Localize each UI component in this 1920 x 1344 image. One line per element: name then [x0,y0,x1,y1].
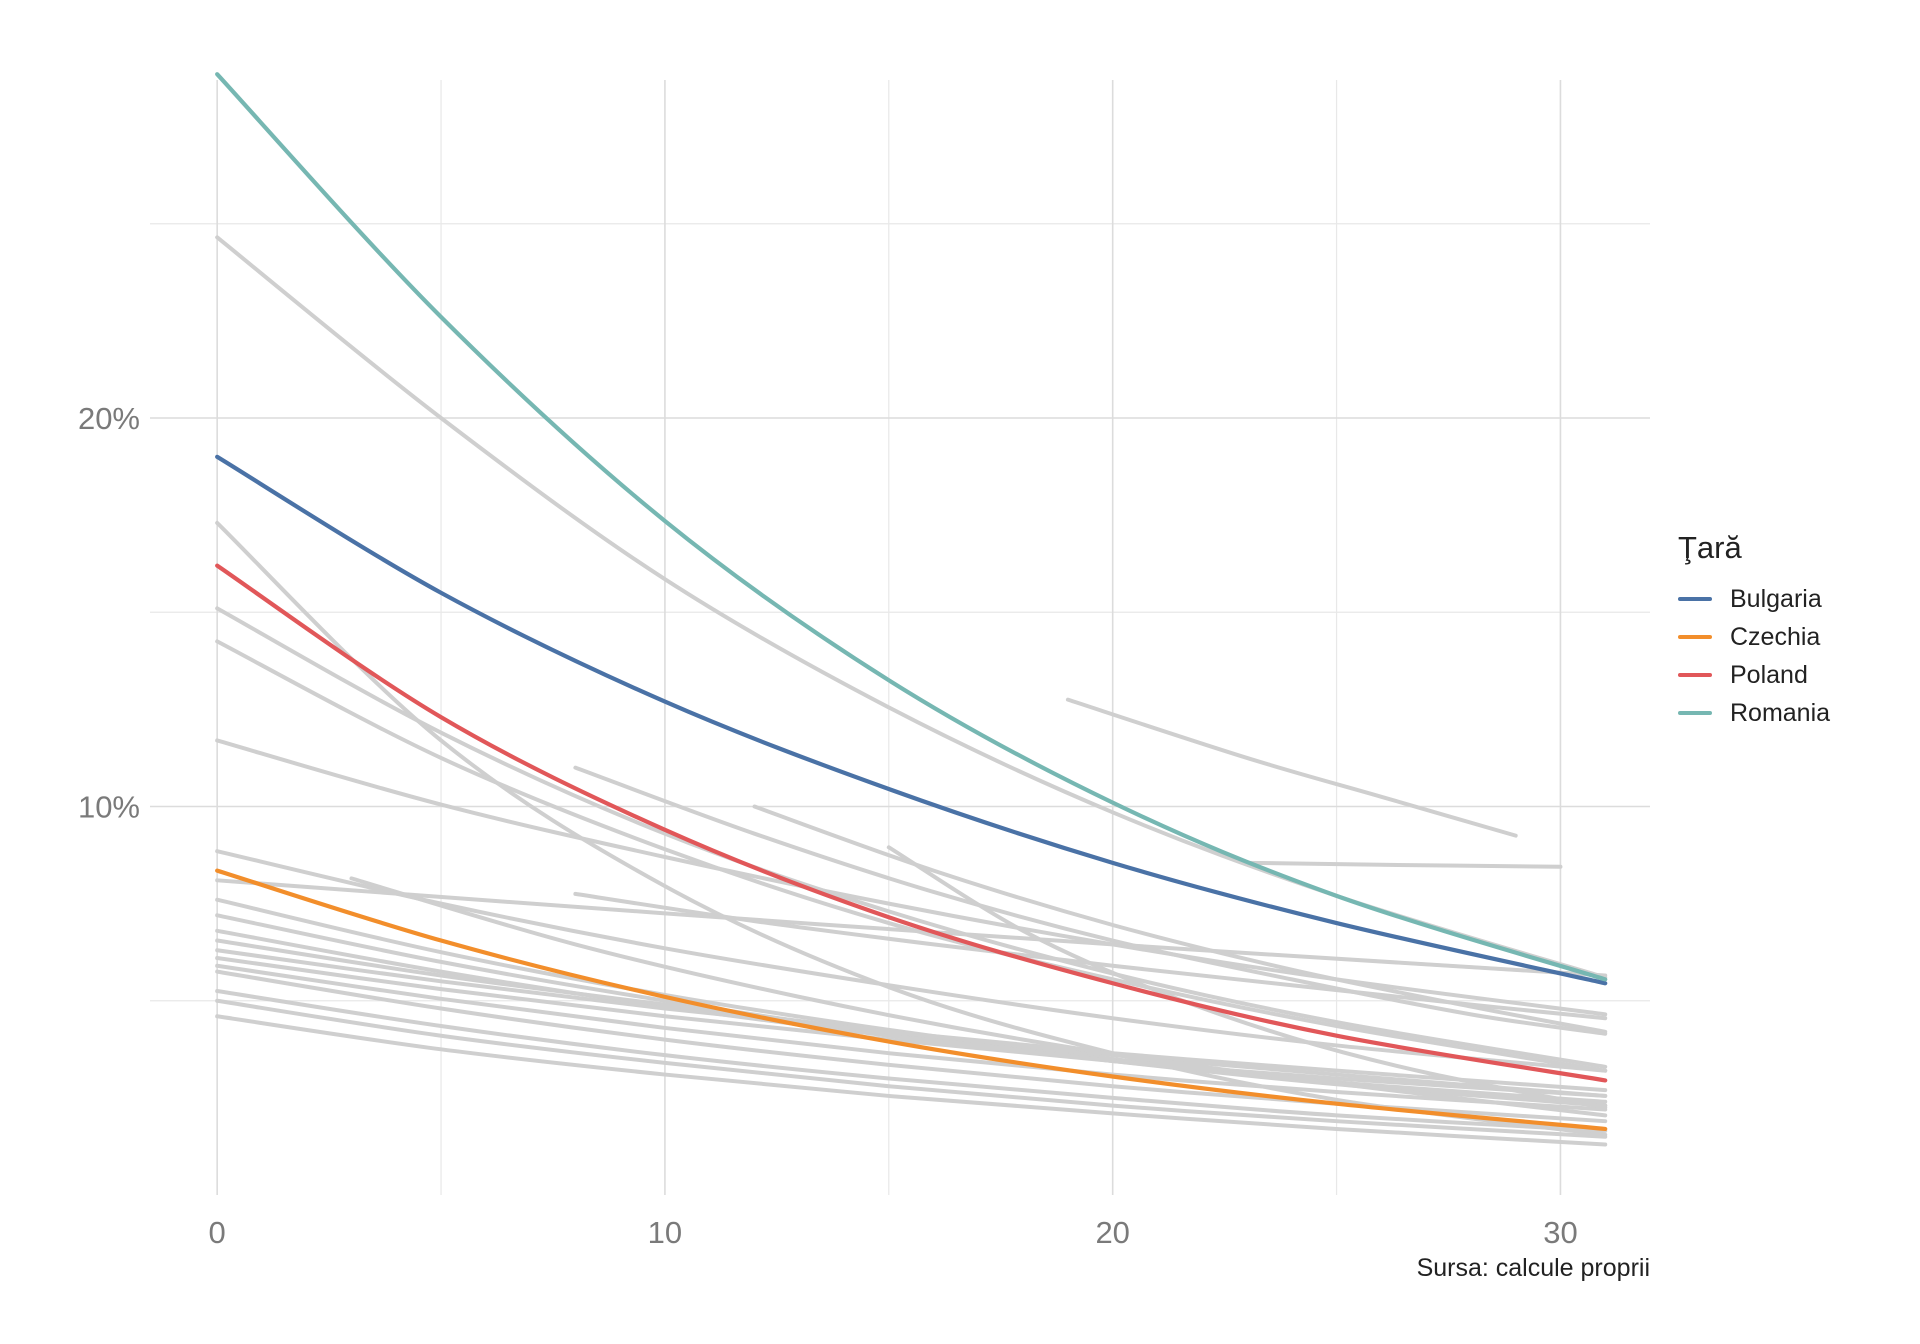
x-axis-tick-labels: 0 10 20 30 [209,1215,1578,1250]
x-tick-label: 20 [1095,1215,1129,1250]
other-country-line [215,998,1608,1139]
legend-item-romania: Romania [1678,694,1830,732]
other-country-line [886,845,1608,1110]
other-country-line [215,606,1608,1069]
other-country-line [215,878,1608,978]
other-country-line [752,804,1608,1034]
series-line-czechia [215,868,1608,1132]
legend-label: Poland [1730,660,1808,689]
legend-label: Romania [1730,698,1831,727]
legend-key [1678,673,1712,677]
other-countries-lines [215,235,1608,1147]
series-line-romania [215,72,1608,982]
other-country-line [573,891,1608,1021]
other-country-line [1245,860,1563,869]
legend-key [1678,635,1712,639]
legend-label: Bulgaria [1730,584,1822,613]
legend-item-bulgaria: Bulgaria [1678,580,1830,618]
other-country-line [215,948,1608,1093]
legend-items: Bulgaria Czechia Poland Romania [1678,580,1830,732]
other-country-line [215,639,1608,1073]
other-country-line [349,876,1608,1118]
other-country-line [215,989,1608,1133]
legend-item-poland: Poland [1678,656,1830,694]
legend-key [1678,711,1712,715]
y-axis-tick-labels: 10% 20% [78,401,140,825]
legend-key [1678,597,1712,601]
legend-item-czechia: Czechia [1678,618,1830,656]
series-line-poland [215,563,1608,1083]
other-country-line [215,963,1608,1112]
legend: Ţară Bulgaria Czechia Poland Romania [1678,530,1830,732]
legend-label: Czechia [1730,622,1821,651]
y-tick-label: 10% [78,789,140,824]
x-tick-label: 0 [209,1215,226,1250]
highlighted-countries-lines [215,72,1608,1132]
series-line-bulgaria [215,454,1608,986]
other-country-line [215,1014,1608,1147]
other-country-line [573,765,1608,1036]
source-caption: Sursa: calcule proprii [1417,1254,1650,1282]
x-tick-label: 30 [1543,1215,1577,1250]
x-tick-label: 10 [648,1215,682,1250]
other-country-line [1065,697,1518,838]
y-tick-label: 20% [78,401,140,436]
legend-title: Ţară [1678,530,1742,565]
